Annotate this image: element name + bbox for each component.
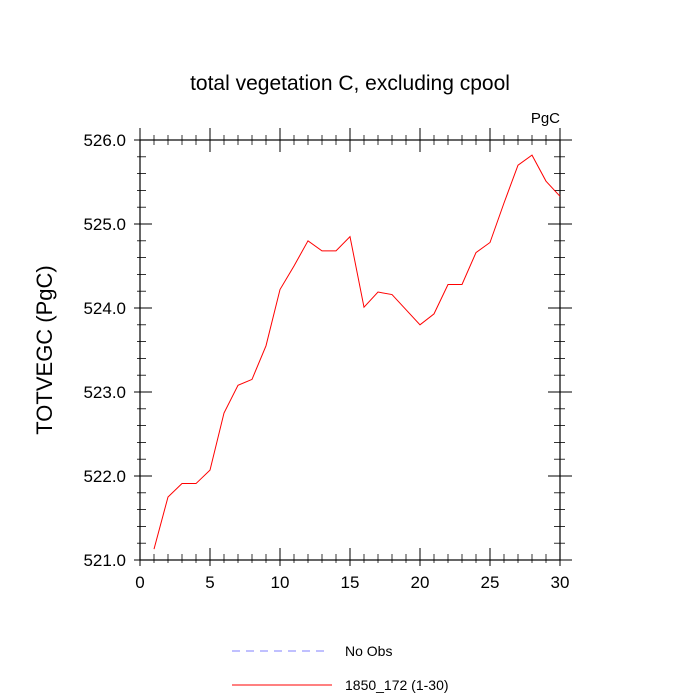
x-tick-label: 0 xyxy=(135,573,144,592)
chart-title: total vegetation C, excluding cpool xyxy=(190,72,510,95)
y-tick-label: 526.0 xyxy=(83,131,126,150)
x-tick-label: 15 xyxy=(341,573,360,592)
x-tick-label: 25 xyxy=(481,573,500,592)
axis-ticks xyxy=(134,128,572,566)
x-tick-label: 30 xyxy=(551,573,570,592)
axis-tick-labels: 0 5 10 15 20 25 30 521.0 522.0 523.0 524.0 525.0 526… xyxy=(83,131,569,592)
y-tick-label: 525.0 xyxy=(83,215,126,234)
units-label: PgC xyxy=(531,110,560,127)
legend-label: 1850_172 (1-30) xyxy=(345,677,449,693)
legend-label: No Obs xyxy=(345,643,392,659)
x-tick-label: 10 xyxy=(271,573,290,592)
series-layer xyxy=(153,154,561,550)
y-tick-label: 521.0 xyxy=(83,551,126,570)
y-axis-label: TOTVEGC (PgC) xyxy=(32,265,57,435)
x-tick-label: 5 xyxy=(205,573,214,592)
legend: No Obs 1850_172 (1-30) xyxy=(232,643,449,693)
y-tick-label: 523.0 xyxy=(83,383,126,402)
y-tick-label: 522.0 xyxy=(83,467,126,486)
plot-frame xyxy=(139,139,561,561)
series-line xyxy=(153,154,561,550)
y-tick-label: 524.0 xyxy=(83,299,126,318)
x-tick-label: 20 xyxy=(411,573,430,592)
